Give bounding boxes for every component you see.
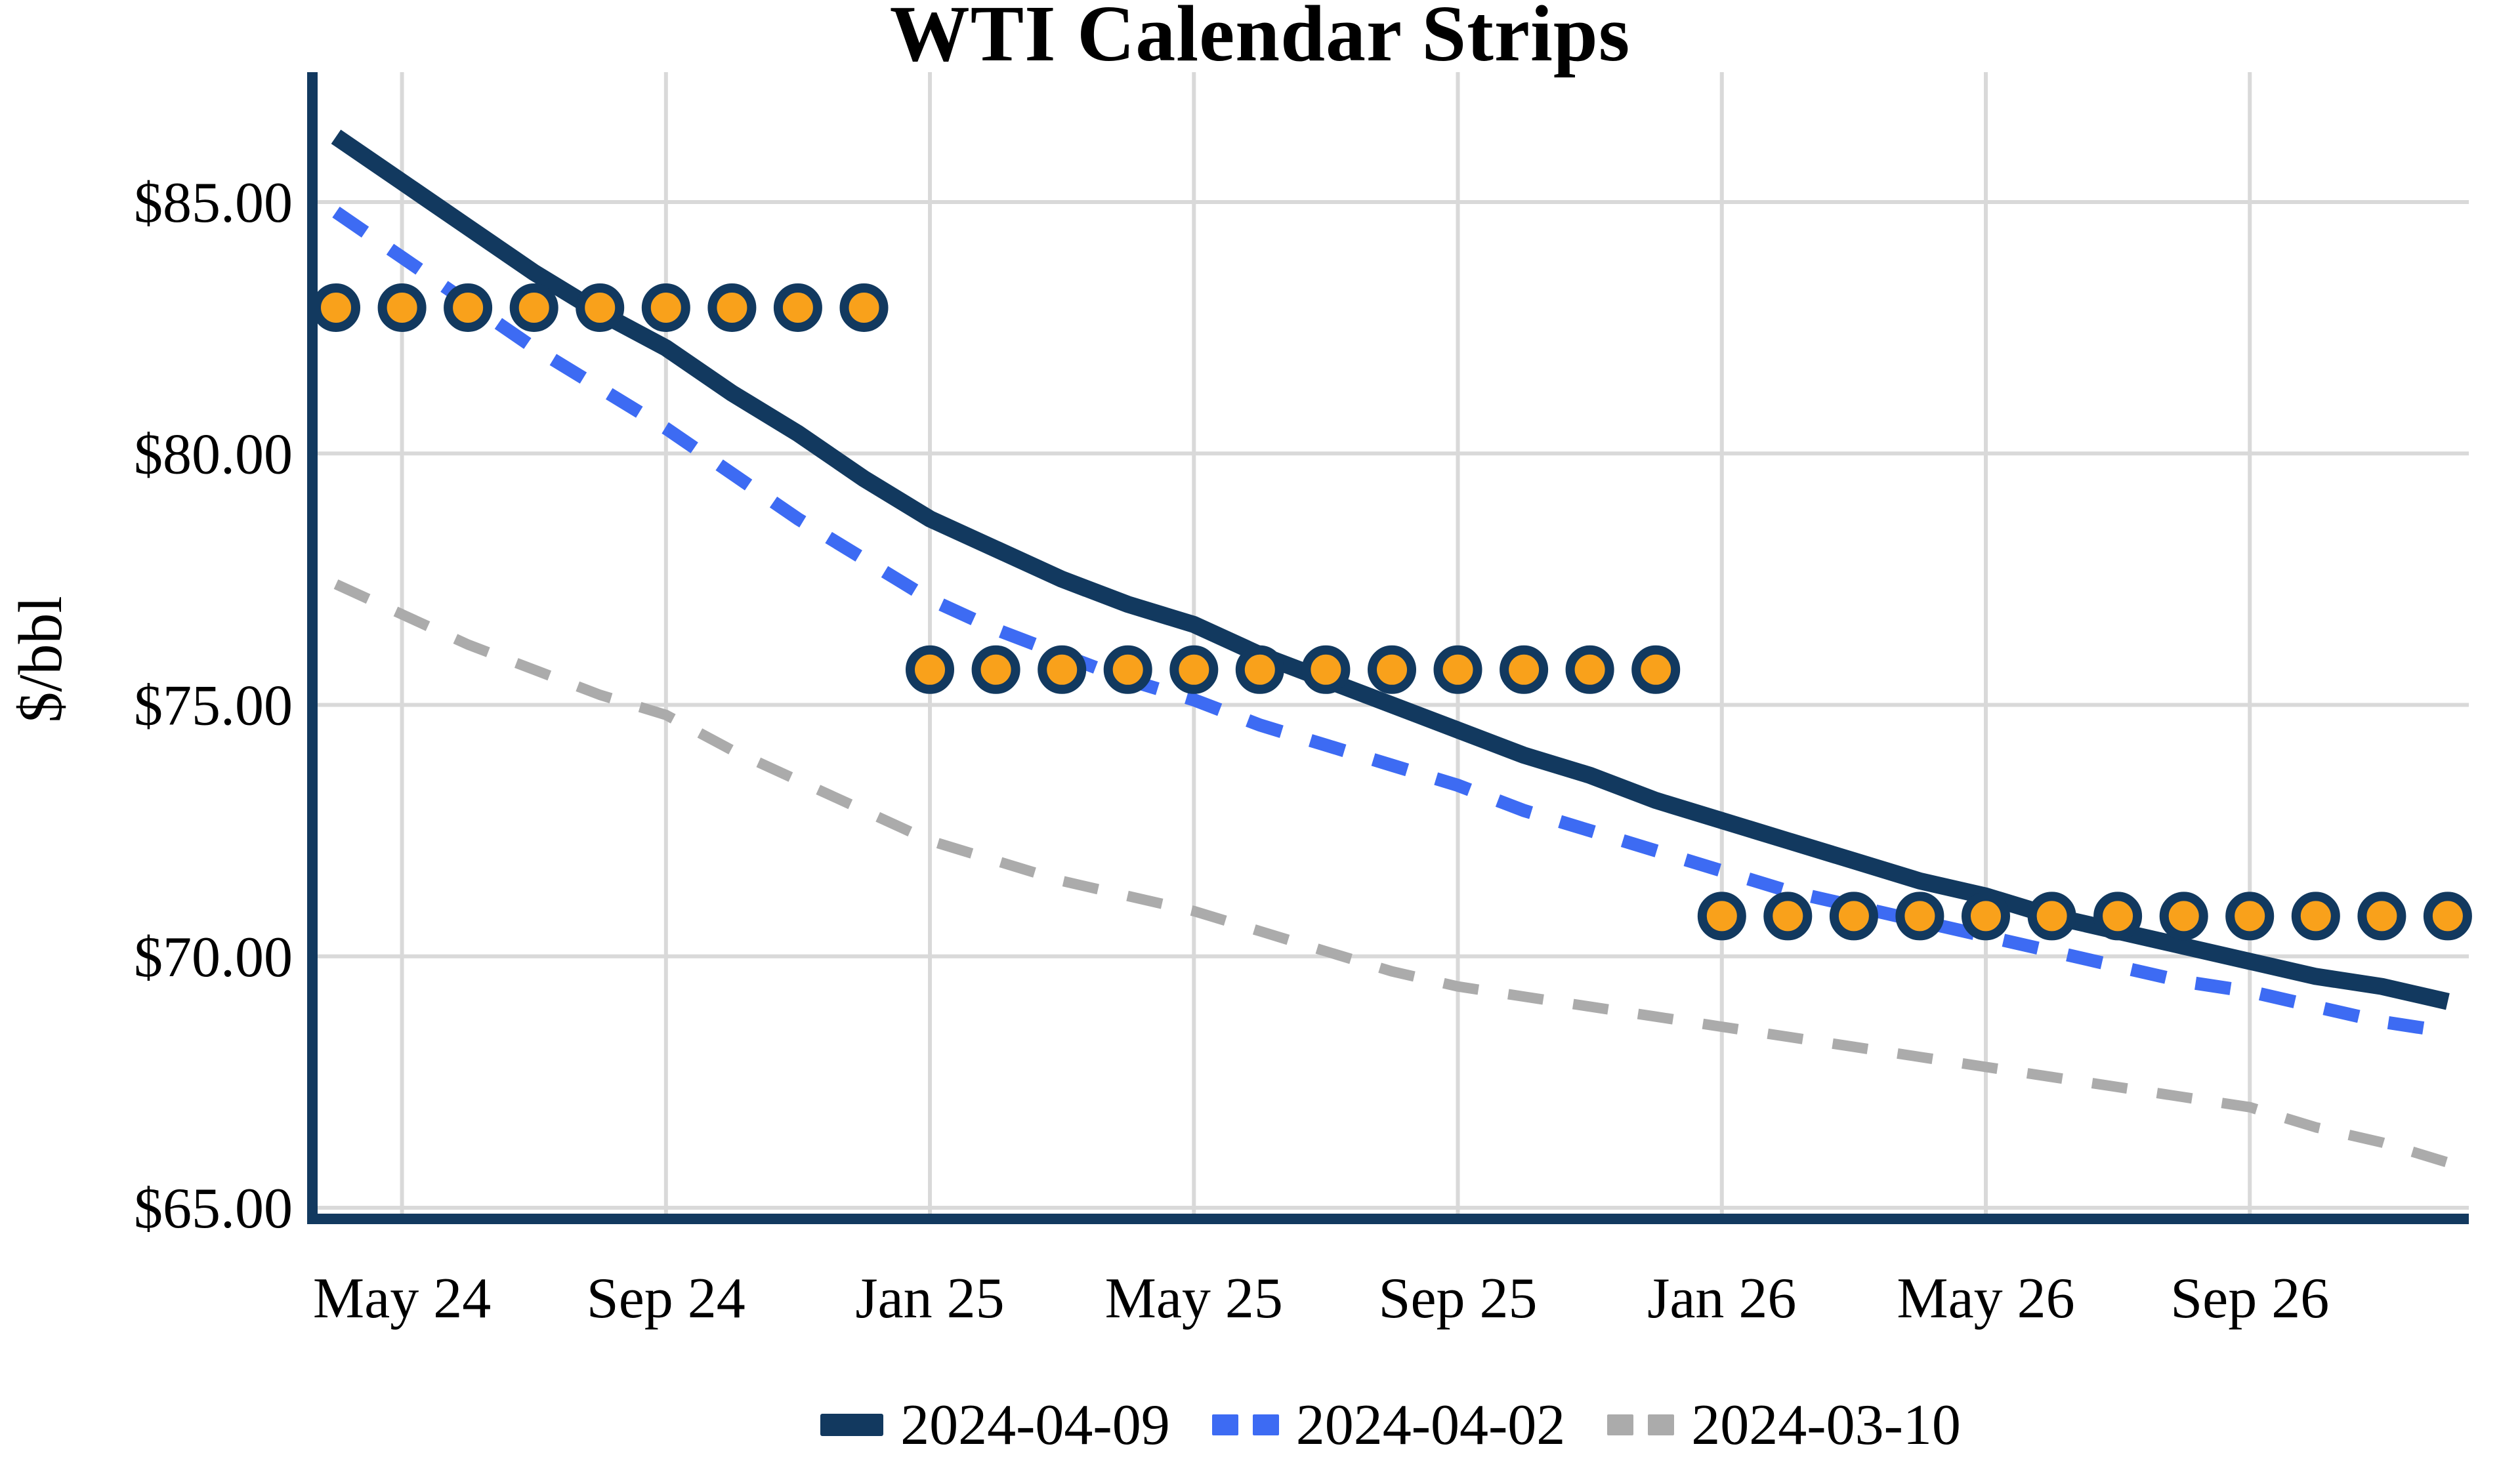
strip-dot — [2093, 892, 2143, 941]
axes-group — [307, 72, 2469, 1224]
strip-dot — [2027, 892, 2076, 941]
strip-dot — [2357, 892, 2406, 941]
strip-dot — [707, 283, 757, 332]
strip-dot — [1235, 645, 1284, 694]
legend-item-2024-03-10: 2024-03-10 — [1607, 1392, 1961, 1458]
strip-dot — [1368, 645, 1416, 694]
legend-item-2024-04-09: 2024-04-09 — [820, 1392, 1170, 1458]
strip-dot — [509, 283, 558, 332]
strip-dot — [1038, 645, 1087, 694]
strip-dot — [1301, 645, 1351, 694]
legend-label: 2024-04-09 — [900, 1393, 1170, 1457]
chart-title: WTI Calendar Strips — [889, 0, 1631, 78]
strip-dot — [1631, 645, 1681, 694]
blue-dashed-line-swatch-icon — [1211, 1414, 1279, 1435]
strip-dot — [377, 283, 427, 332]
strip-markers-group — [312, 283, 2472, 941]
strip-dot — [773, 283, 822, 332]
strip-dot — [1103, 645, 1152, 694]
solid-line-swatch-icon — [820, 1414, 884, 1436]
legend-label: 2024-04-02 — [1295, 1393, 1566, 1457]
x-tick-label: May 24 — [313, 1267, 491, 1330]
strip-dot — [1433, 645, 1482, 694]
strip-dot — [1763, 892, 1813, 941]
x-tick-label: Sep 26 — [2170, 1267, 2329, 1330]
tick-labels-group: $85.00 $80.00 $75.00 $70.00 $65.00 May 24 Sep … — [134, 171, 2329, 1330]
series-line-2024-04-09 — [331, 129, 2450, 1010]
strip-dot — [312, 283, 360, 332]
chart-legend: 2024-04-09 2024-04-02 2024-03-10 — [312, 1383, 2469, 1467]
strip-dot — [444, 283, 493, 332]
series-line-2024-04-02 — [332, 207, 2449, 1038]
y-tick-label: $75.00 — [134, 674, 293, 738]
strip-dot — [2423, 892, 2472, 941]
strip-dot — [1169, 645, 1219, 694]
x-tick-label: May 26 — [1897, 1267, 2074, 1330]
x-tick-label: Sep 24 — [587, 1267, 746, 1330]
strip-dot — [1895, 892, 1944, 941]
legend-item-2024-04-02: 2024-04-02 — [1211, 1392, 1566, 1458]
strip-dot — [839, 283, 889, 332]
strip-dot — [1962, 892, 2010, 941]
strip-dot — [1697, 892, 1746, 941]
y-tick-label: $65.00 — [134, 1177, 293, 1241]
y-tick-label: $80.00 — [134, 422, 293, 486]
strip-dot — [641, 283, 690, 332]
x-tick-label: May 25 — [1105, 1267, 1283, 1330]
strip-dot — [1500, 645, 1549, 694]
x-tick-label: Sep 25 — [1379, 1267, 1538, 1330]
gray-dashed-line-swatch-icon — [1607, 1414, 1675, 1435]
y-tick-label: $85.00 — [134, 171, 293, 235]
strip-dot — [576, 283, 625, 332]
x-tick-label: Jan 25 — [855, 1267, 1004, 1330]
strip-dot — [2159, 892, 2208, 941]
strip-dot — [2291, 892, 2340, 941]
y-tick-label: $70.00 — [134, 926, 293, 989]
strip-dot — [2225, 892, 2275, 941]
x-tick-label: Jan 26 — [1647, 1267, 1796, 1330]
legend-label: 2024-03-10 — [1691, 1393, 1961, 1457]
strip-dot — [971, 645, 1020, 694]
strip-dot — [906, 645, 954, 694]
series-line-2024-03-10 — [333, 579, 2450, 1168]
strip-dot — [1829, 892, 1878, 941]
strip-dot — [1565, 645, 1614, 694]
